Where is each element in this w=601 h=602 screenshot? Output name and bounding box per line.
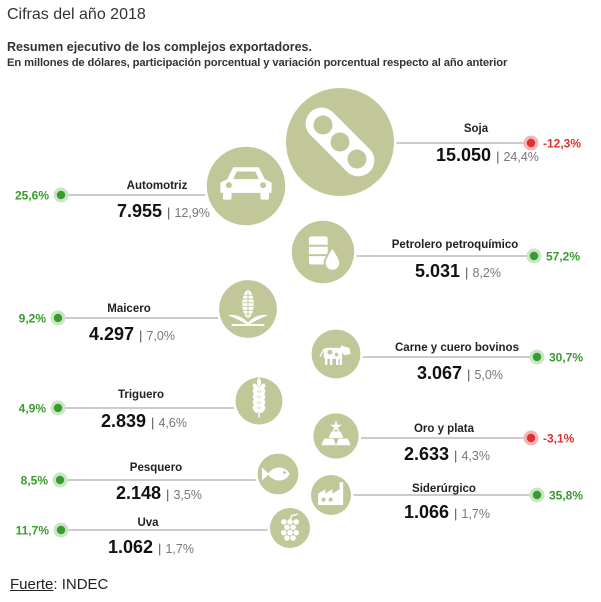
change-label: -3,1% (543, 432, 575, 446)
value-label: 2.839 | 4,6% (101, 411, 187, 431)
value-label: 7.955 | 12,9% (117, 201, 210, 221)
share-label: 4,3% (461, 449, 490, 463)
fish-icon (261, 467, 290, 481)
share-label: 8,2% (472, 266, 501, 280)
bubble (270, 508, 310, 548)
grapes-icon (281, 513, 299, 541)
change-label: 30,7% (549, 351, 583, 365)
series-name-label: Carne y cuero bovinos (395, 342, 519, 354)
gold-bars-icon (321, 420, 351, 446)
source-label: Fuerte (10, 576, 54, 593)
positive-change-dot (529, 349, 545, 365)
series-name-label: Pesquero (130, 462, 182, 474)
value-label: 4.297 | 7,0% (89, 324, 175, 344)
series-name-label: Maicero (107, 303, 150, 315)
share-label: 24,4% (503, 150, 538, 164)
share-label: 1,7% (461, 507, 490, 521)
series-name-label: Oro y plata (414, 423, 475, 435)
change-label: 9,2% (19, 312, 47, 326)
value-label: 1.066 | 1,7% (404, 502, 490, 522)
positive-change-dot (526, 248, 542, 264)
share-label: 1,7% (165, 542, 194, 556)
chart-units-note: En millones de dólares, participación po… (7, 57, 508, 69)
share-label: 5,0% (474, 368, 503, 382)
negative-change-dot (523, 430, 539, 446)
page-title: Cifras del año 2018 (7, 6, 146, 23)
change-label: 25,6% (15, 189, 49, 203)
change-label: 35,8% (549, 489, 583, 503)
share-label: 3,5% (173, 488, 202, 502)
value-label: 2.633 | 4,3% (404, 444, 490, 464)
positive-change-dot (53, 522, 69, 538)
share-label: 12,9% (174, 206, 209, 220)
change-label: 8,5% (21, 474, 49, 488)
negative-change-dot (523, 135, 539, 151)
positive-change-dot (52, 472, 68, 488)
series-name-label: Automotriz (127, 180, 188, 192)
wheat-icon (252, 378, 266, 418)
change-label: 4,9% (19, 402, 47, 416)
value-label: 1.062 | 1,7% (108, 537, 194, 557)
source-note: Fuerte: INDEC (10, 576, 108, 593)
positive-change-dot (50, 400, 66, 416)
factory-icon (318, 482, 344, 505)
change-label: 57,2% (546, 250, 580, 264)
series-name-label: Uva (137, 517, 159, 529)
series-name-label: Triguero (118, 389, 164, 401)
value-label: 15.050 | 24,4% (436, 145, 539, 165)
positive-change-dot (53, 187, 69, 203)
cow-icon (319, 345, 351, 365)
change-label: -12,3% (543, 137, 581, 151)
series-name-label: Petrolero petroquímico (392, 239, 519, 251)
value-label: 5.031 | 8,2% (415, 261, 501, 281)
source-value: : INDEC (53, 576, 109, 593)
oil-barrel-icon (308, 236, 342, 272)
chart-subtitle: Resumen ejecutivo de los complejos expor… (7, 40, 312, 54)
change-label: 11,7% (16, 524, 50, 538)
car-icon (220, 167, 272, 200)
share-label: 4,6% (158, 416, 187, 430)
positive-change-dot (50, 310, 66, 326)
series-name-label: Soja (464, 123, 489, 135)
soybean-icon (305, 107, 375, 177)
share-label: 7,0% (146, 329, 175, 343)
positive-change-dot (529, 487, 545, 503)
series-name-label: Siderúrgico (412, 483, 476, 495)
corn-icon (227, 290, 269, 326)
value-label: 3.067 | 5,0% (417, 363, 503, 383)
value-label: 2.148 | 3,5% (116, 483, 202, 503)
